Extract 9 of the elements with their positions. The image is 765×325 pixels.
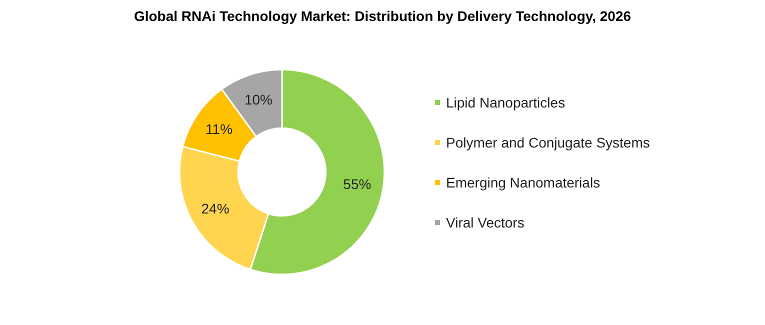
data-label: 10%: [244, 92, 272, 108]
legend-label: Polymer and Conjugate Systems: [446, 134, 650, 150]
data-label: 11%: [206, 121, 233, 138]
data-label: 55%: [343, 176, 372, 192]
legend-label: Viral Vectors: [446, 214, 524, 230]
legend-label: Lipid Nanoparticles: [446, 94, 566, 110]
chart-title: Global RNAi Technology Market: Distribution by Delivery Technology, 2026: [134, 8, 632, 24]
data-label: 24%: [201, 200, 230, 217]
legend-label: Emerging Nanomaterials: [446, 174, 600, 190]
